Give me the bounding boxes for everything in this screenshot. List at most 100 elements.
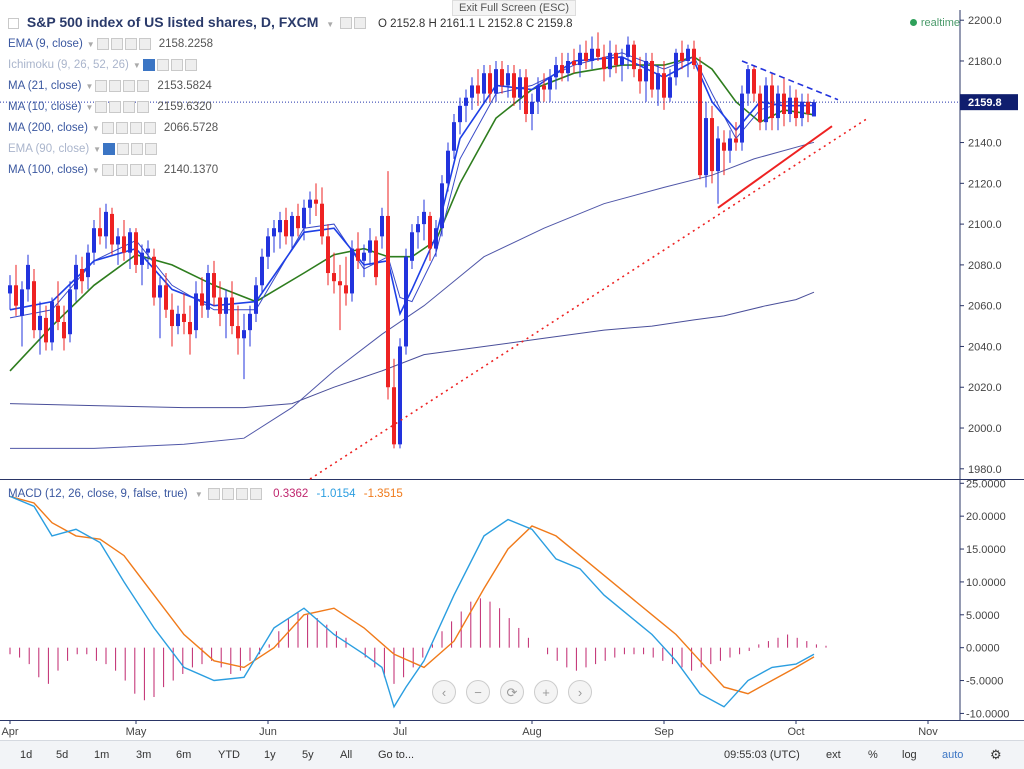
minus-icon[interactable]: − — [466, 680, 490, 704]
eye-icon[interactable] — [95, 100, 108, 113]
plus-icon[interactable] — [123, 79, 136, 92]
chevron-right-icon[interactable]: › — [568, 680, 592, 704]
indicator-legend-row[interactable]: MA (10, close) ▼ 2159.6320 — [8, 99, 212, 115]
chevron-down-icon[interactable]: ▼ — [93, 145, 102, 154]
trendline-dotted — [309, 117, 869, 480]
range-button-1m[interactable]: 1m — [94, 749, 110, 761]
eye-icon[interactable] — [101, 163, 114, 176]
range-button-ytd[interactable]: YTD — [218, 749, 240, 761]
close-icon[interactable] — [137, 79, 150, 92]
settings-icon[interactable] — [109, 79, 122, 92]
settings-icon[interactable] — [156, 58, 169, 71]
indicator-legend-row[interactable]: Ichimoku (9, 26, 52, 26) ▼ — [8, 57, 197, 73]
y-tick-label: 1980.0 — [968, 464, 1002, 476]
chevron-down-icon[interactable]: ▼ — [85, 82, 94, 91]
plus-icon[interactable] — [170, 58, 183, 71]
collapse-icon[interactable] — [8, 17, 19, 29]
eye-icon[interactable] — [101, 121, 114, 134]
settings-icon[interactable] — [117, 142, 130, 155]
goto-button[interactable]: Go to... — [378, 749, 415, 761]
indicator-legend-row[interactable]: MA (21, close) ▼ 2153.5824 — [8, 78, 212, 94]
settings-icon[interactable] — [109, 100, 122, 113]
plus-icon[interactable] — [124, 37, 137, 50]
macd-line-value: -1.0154 — [316, 488, 356, 500]
range-button-1d[interactable]: 1d — [20, 749, 33, 761]
indicator-value: 2153.5824 — [157, 80, 212, 92]
candle-body — [632, 44, 636, 70]
close-icon[interactable] — [143, 121, 156, 134]
eye-icon[interactable] — [142, 58, 155, 71]
range-button-5y[interactable]: 5y — [302, 749, 314, 761]
ema9-line — [9, 56, 815, 317]
candle-body — [152, 256, 156, 298]
chevron-down-icon[interactable]: ▼ — [86, 40, 95, 49]
indicator-legend-row[interactable]: EMA (90, close) ▼ — [8, 141, 158, 157]
ext-toggle[interactable]: ext — [826, 749, 841, 761]
reset-icon[interactable]: ⟳ — [500, 680, 524, 704]
candle-body — [320, 203, 324, 237]
plus-icon[interactable] — [129, 121, 142, 134]
close-icon[interactable] — [184, 58, 197, 71]
candle-body — [524, 77, 528, 114]
chart-canvas[interactable]: 1980.0 2000.0 2020.0 2040.0 2060.0 2080.0 2100… — [0, 0, 1024, 740]
settings-icon[interactable] — [110, 37, 123, 50]
eye-icon[interactable] — [95, 79, 108, 92]
chevron-down-icon[interactable]: ▼ — [194, 490, 203, 499]
eye-icon[interactable] — [96, 37, 109, 50]
close-icon[interactable] — [143, 163, 156, 176]
candle-body — [326, 236, 330, 274]
chevron-down-icon[interactable]: ▼ — [85, 103, 94, 112]
plus-icon[interactable]: + — [534, 680, 558, 704]
candle-body — [398, 346, 402, 445]
chevron-down-icon[interactable]: ▼ — [132, 61, 141, 70]
macd-signal-line — [9, 495, 815, 695]
plus-icon[interactable] — [123, 100, 136, 113]
candle-body — [38, 315, 42, 331]
ma200-line — [9, 291, 815, 409]
settings-icon[interactable] — [354, 17, 367, 30]
candle-body — [500, 69, 504, 86]
percent-toggle[interactable]: % — [868, 749, 878, 761]
chevron-down-icon[interactable]: ▼ — [326, 20, 335, 29]
range-button-all[interactable]: All — [340, 749, 353, 761]
settings-icon[interactable] — [207, 487, 220, 500]
plus-icon[interactable] — [131, 142, 144, 155]
status-dot-icon — [909, 19, 917, 26]
settings-icon[interactable] — [340, 17, 353, 30]
range-button-6m[interactable]: 6m — [176, 749, 192, 761]
candle-body — [440, 183, 444, 229]
close-icon[interactable] — [138, 37, 151, 50]
range-button-5d[interactable]: 5d — [56, 749, 69, 761]
macd-y-tick-label: 20.0000 — [966, 511, 1006, 523]
exit-fullscreen-button[interactable]: Exit Full Screen (ESC) — [452, 0, 577, 16]
chevron-left-icon[interactable]: ‹ — [432, 680, 456, 704]
auto-scale-toggle[interactable]: auto — [942, 749, 964, 761]
chevron-down-icon[interactable]: ▼ — [91, 166, 100, 175]
candle-body — [494, 69, 498, 94]
chevron-down-icon[interactable]: ▼ — [91, 124, 100, 133]
candle-body — [296, 215, 300, 229]
gear-icon[interactable]: ⚙ — [990, 747, 1002, 762]
indicator-name: EMA (9, close) — [8, 38, 83, 50]
indicator-legend-row[interactable]: EMA (9, close) ▼ 2158.2258 — [8, 36, 213, 52]
indicator-legend-row[interactable]: MA (100, close) ▼ 2140.1370 — [8, 162, 218, 178]
range-button-3m[interactable]: 3m — [136, 749, 152, 761]
macd-legend: MACD (12, 26, close, 9, false, true) ▼ 0… — [8, 486, 403, 502]
candle-body — [530, 101, 534, 114]
candle-body — [158, 285, 162, 298]
log-toggle[interactable]: log — [902, 749, 917, 761]
settings-icon[interactable] — [221, 487, 234, 500]
settings-icon[interactable] — [115, 163, 128, 176]
plus-icon[interactable] — [235, 487, 248, 500]
indicator-legend-row[interactable]: MA (200, close) ▼ 2066.5728 — [8, 120, 218, 136]
range-button-1y[interactable]: 1y — [264, 749, 276, 761]
candle-body — [212, 273, 216, 298]
close-icon[interactable] — [249, 487, 262, 500]
settings-icon[interactable] — [115, 121, 128, 134]
close-icon[interactable] — [145, 142, 158, 155]
plus-icon[interactable] — [129, 163, 142, 176]
eye-icon[interactable] — [103, 142, 116, 155]
indicator-name: EMA (90, close) — [8, 143, 90, 155]
close-icon[interactable] — [137, 100, 150, 113]
candle-body — [716, 138, 720, 172]
